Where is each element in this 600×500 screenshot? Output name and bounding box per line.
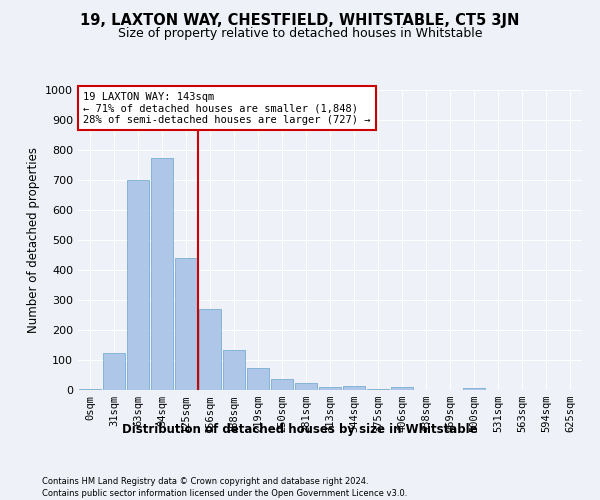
Bar <box>175 258 197 390</box>
Bar <box>319 387 341 390</box>
Y-axis label: Number of detached properties: Number of detached properties <box>26 147 40 333</box>
Bar <box>343 386 365 390</box>
Text: 19 LAXTON WAY: 143sqm
← 71% of detached houses are smaller (1,848)
28% of semi-d: 19 LAXTON WAY: 143sqm ← 71% of detached … <box>83 92 371 124</box>
Bar <box>223 350 245 390</box>
Text: Distribution of detached houses by size in Whitstable: Distribution of detached houses by size … <box>122 422 478 436</box>
Bar <box>295 384 317 390</box>
Bar <box>391 387 413 390</box>
Bar <box>79 388 101 390</box>
Bar <box>463 388 485 390</box>
Bar <box>127 180 149 390</box>
Text: Size of property relative to detached houses in Whitstable: Size of property relative to detached ho… <box>118 28 482 40</box>
Bar <box>199 309 221 390</box>
Bar <box>103 352 125 390</box>
Bar <box>151 158 173 390</box>
Text: Contains public sector information licensed under the Open Government Licence v3: Contains public sector information licen… <box>42 489 407 498</box>
Text: 19, LAXTON WAY, CHESTFIELD, WHITSTABLE, CT5 3JN: 19, LAXTON WAY, CHESTFIELD, WHITSTABLE, … <box>80 12 520 28</box>
Bar <box>247 368 269 390</box>
Bar <box>367 388 389 390</box>
Text: Contains HM Land Registry data © Crown copyright and database right 2024.: Contains HM Land Registry data © Crown c… <box>42 478 368 486</box>
Bar <box>271 378 293 390</box>
